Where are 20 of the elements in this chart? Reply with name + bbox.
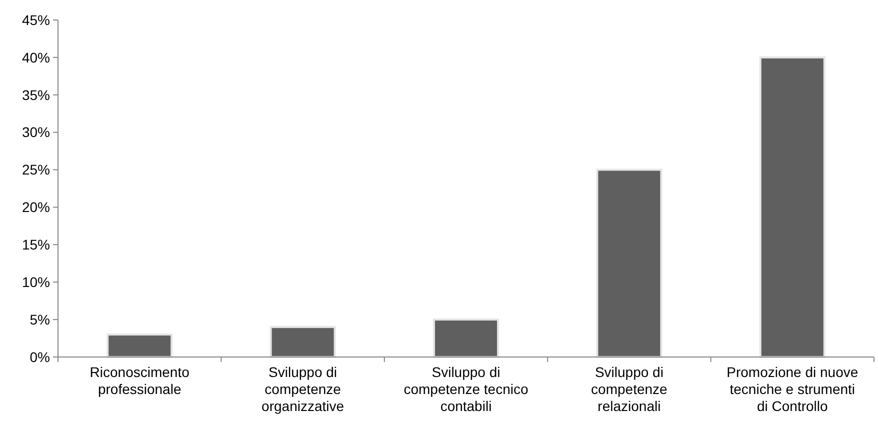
y-tick-label: 5%: [30, 311, 50, 328]
y-tick-label: 40%: [22, 49, 50, 66]
y-tick-label: 25%: [22, 162, 50, 178]
x-tick-label: Sviluppo di competenze relazionali: [591, 364, 668, 414]
y-tick-label: 35%: [22, 86, 50, 103]
y-tick-label: 15%: [22, 236, 50, 253]
bar: [596, 168, 662, 358]
bar: [106, 334, 173, 358]
x-tick-label: Promozione di nuove tecniche e strumenti di Controllo: [726, 364, 858, 414]
y-tick-label: 10%: [22, 274, 50, 290]
x-tick-label: Riconoscimento professionale: [90, 364, 190, 397]
y-tick-label: 0%: [30, 348, 50, 365]
bar: [433, 318, 499, 358]
y-tick-label: 45%: [22, 12, 50, 28]
bar: [759, 56, 826, 358]
x-tick-label: Sviluppo di competenze organizzative: [262, 364, 344, 414]
x-tick-label: Sviluppo di competenze tecnico contabili: [404, 364, 528, 414]
y-tick-label: 20%: [22, 199, 50, 216]
bar: [270, 326, 336, 358]
y-tick-label: 30%: [22, 124, 50, 140]
